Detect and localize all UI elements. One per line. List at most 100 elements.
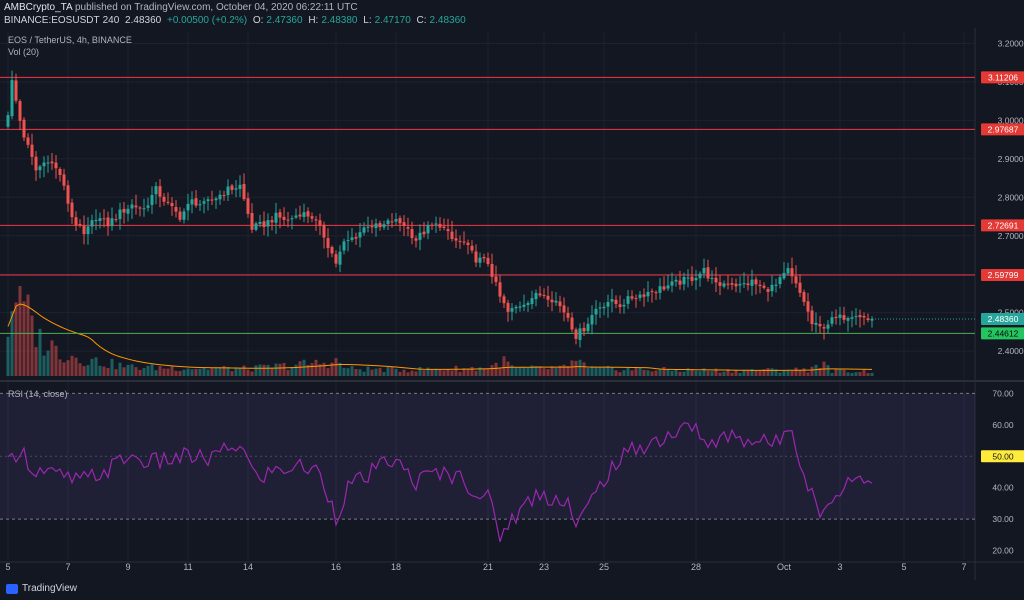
volume-bar bbox=[198, 368, 202, 376]
volume-bar bbox=[62, 362, 66, 376]
volume-bar bbox=[554, 367, 558, 376]
candle-body bbox=[586, 323, 590, 332]
volume-bar bbox=[206, 369, 210, 376]
rsi-tick-label: 40.00 bbox=[992, 483, 1014, 493]
volume-bar bbox=[790, 370, 794, 376]
volume-bar bbox=[14, 302, 18, 376]
volume-bar bbox=[690, 369, 694, 376]
candle-body bbox=[258, 222, 262, 224]
volume-bar bbox=[114, 369, 118, 376]
candle-body bbox=[526, 302, 530, 305]
volume-bar bbox=[442, 370, 446, 376]
volume-bar bbox=[310, 363, 314, 376]
candle-body bbox=[426, 224, 430, 234]
candle-body bbox=[62, 174, 66, 186]
volume-bar bbox=[514, 367, 518, 376]
time-tick-label: 3 bbox=[837, 562, 842, 572]
candle-body bbox=[302, 212, 306, 217]
candle-body bbox=[566, 312, 570, 318]
volume-bar bbox=[678, 371, 682, 376]
volume-bar bbox=[294, 364, 298, 376]
volume-bar bbox=[430, 369, 434, 376]
volume-bar bbox=[774, 369, 778, 376]
price-tick-label: 2.70000 bbox=[998, 231, 1024, 241]
candle-body bbox=[194, 198, 198, 206]
candle-body bbox=[214, 198, 218, 201]
candle-body bbox=[242, 183, 246, 200]
volume-bar bbox=[90, 358, 94, 376]
candle-body bbox=[686, 277, 690, 279]
candle-body bbox=[570, 317, 574, 330]
author-name[interactable]: AMBCrypto_TA bbox=[4, 2, 73, 13]
volume-bar bbox=[534, 366, 538, 376]
price-tick-label: 3.20000 bbox=[998, 39, 1024, 49]
volume-bar bbox=[586, 367, 590, 376]
volume-bar bbox=[718, 372, 722, 376]
candle-body bbox=[710, 277, 714, 279]
volume-bar bbox=[434, 368, 438, 376]
volume-bar bbox=[870, 372, 874, 376]
candle-body bbox=[578, 328, 582, 340]
volume-bar bbox=[254, 365, 258, 376]
volume-bar bbox=[650, 371, 654, 376]
candle-body bbox=[554, 300, 558, 303]
rsi-current-tag bbox=[981, 450, 1024, 463]
volume-bar bbox=[374, 368, 378, 376]
candle-body bbox=[94, 220, 98, 222]
candle-body bbox=[634, 298, 638, 300]
volume-bar bbox=[454, 365, 458, 376]
candle-body bbox=[78, 223, 82, 226]
candle-body bbox=[822, 327, 826, 329]
volume-bar bbox=[370, 369, 374, 376]
symbol[interactable]: BINANCE:EOSUSDT bbox=[4, 15, 100, 26]
candle-body bbox=[550, 299, 554, 303]
volume-bar bbox=[186, 368, 190, 376]
volume-bar bbox=[666, 369, 670, 376]
candle-body bbox=[734, 283, 738, 287]
volume-bar bbox=[218, 367, 222, 376]
volume-bar bbox=[670, 370, 674, 376]
candle-body bbox=[558, 301, 562, 307]
volume-bar bbox=[710, 371, 714, 376]
volume-bar bbox=[842, 369, 846, 376]
candle-body bbox=[34, 156, 38, 171]
candle-body bbox=[286, 219, 290, 221]
price-level-tag bbox=[981, 268, 1024, 281]
volume-bar bbox=[766, 368, 770, 376]
volume-bar bbox=[342, 367, 346, 376]
price-level-tag bbox=[981, 71, 1024, 84]
volume-bar bbox=[126, 364, 130, 376]
volume-bar bbox=[610, 367, 614, 376]
high-label: H: bbox=[308, 15, 319, 26]
candle-body bbox=[366, 226, 370, 228]
candle-body bbox=[474, 251, 478, 263]
candle-body bbox=[538, 293, 542, 296]
main-pane-title: EOS / TetherUS, 4h, BINANCE bbox=[8, 35, 132, 45]
candle-body bbox=[14, 80, 18, 101]
candle-body bbox=[186, 203, 190, 211]
volume-bar bbox=[86, 365, 90, 376]
time-tick-label: 7 bbox=[65, 562, 70, 572]
candle-body bbox=[386, 220, 390, 224]
candle-body bbox=[362, 227, 366, 233]
interval: 240 bbox=[102, 15, 120, 26]
candle-body bbox=[786, 268, 790, 274]
volume-bar bbox=[194, 368, 198, 376]
volume-bar bbox=[282, 362, 286, 376]
volume-bar bbox=[550, 366, 554, 376]
candle-body bbox=[422, 231, 426, 235]
volume-bar bbox=[526, 367, 530, 376]
tradingview-logo[interactable]: TradingView bbox=[6, 583, 77, 594]
candle-body bbox=[722, 283, 726, 287]
candle-body bbox=[42, 162, 46, 167]
candle-body bbox=[834, 316, 838, 319]
volume-bar bbox=[802, 368, 806, 376]
candle-body bbox=[606, 302, 610, 307]
candle-body bbox=[126, 208, 130, 214]
candle-body bbox=[310, 216, 314, 219]
candle-body bbox=[138, 207, 142, 209]
volume-bar bbox=[270, 368, 274, 376]
rsi-tick-label: 30.00 bbox=[992, 514, 1014, 524]
published-text: published on TradingView.com, October 04… bbox=[74, 2, 358, 13]
candle-body bbox=[50, 161, 54, 164]
